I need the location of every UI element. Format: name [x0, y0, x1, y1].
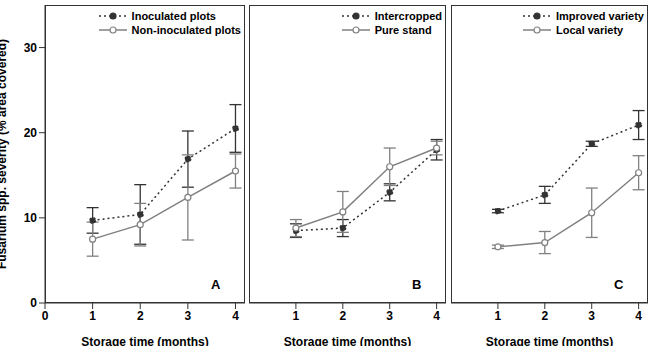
- svg-text:30: 30: [24, 41, 38, 55]
- svg-text:0: 0: [30, 296, 37, 310]
- html-text:C: C: [614, 277, 624, 292]
- svg-text:Fusarium spp. severity (% area: Fusarium spp. severity (% area covered): [8, 39, 9, 269]
- html-text:A: A: [211, 277, 221, 292]
- svg-text:Storage time (months): Storage time (months): [81, 335, 208, 346]
- html-text:B: B: [412, 277, 422, 292]
- svg-text:10: 10: [24, 211, 38, 225]
- html-text:Improved variety: Improved variety: [556, 10, 644, 22]
- svg-text:4: 4: [232, 309, 239, 323]
- svg-text:20: 20: [24, 126, 38, 140]
- svg-text:3: 3: [386, 309, 393, 323]
- svg-text:4: 4: [433, 309, 440, 323]
- svg-text:2: 2: [541, 309, 548, 323]
- svg-text:Storage time (months): Storage time (months): [284, 335, 411, 346]
- svg-text:0: 0: [42, 309, 49, 323]
- html-text:Pure stand: Pure stand: [374, 24, 432, 36]
- svg-text:3: 3: [185, 309, 192, 323]
- html-text:Inoculated plots: Inoculated plots: [131, 10, 216, 22]
- svg-text:4: 4: [635, 309, 642, 323]
- svg-text:1: 1: [89, 309, 96, 323]
- svg-text:2: 2: [339, 309, 346, 323]
- svg-text:1: 1: [495, 309, 502, 323]
- svg-text:2: 2: [137, 309, 144, 323]
- html-text:Non-inoculated plots: Non-inoculated plots: [131, 24, 241, 36]
- svg-text:Storage time (months): Storage time (months): [486, 335, 613, 346]
- svg-text:3: 3: [588, 309, 595, 323]
- svg-text:1: 1: [293, 309, 300, 323]
- html-text:Local variety: Local variety: [556, 24, 624, 36]
- html-text:Intercropped: Intercropped: [374, 10, 442, 22]
